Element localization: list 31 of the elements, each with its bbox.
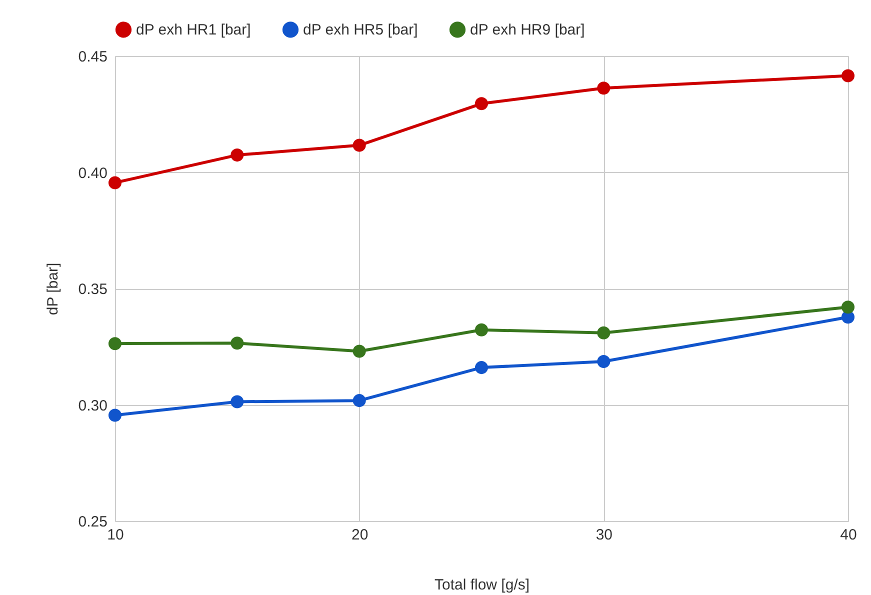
x-tick-label: 30 [596,526,613,544]
point [230,148,244,162]
x-tick-label: 40 [840,526,857,544]
x-axis-title: Total flow [g/s] [434,576,530,594]
point [352,138,366,152]
legend-label: dP exh HR1 [bar] [136,22,251,39]
point [108,408,122,422]
legend-label: dP exh HR5 [bar] [303,22,418,39]
y-tick-label: 0.35 [78,281,108,298]
point [474,97,488,110]
point [352,394,366,408]
legend-label: dP exh HR9 [bar] [470,22,585,39]
point [108,337,122,350]
y-tick-label: 0.45 [78,48,108,66]
x-tick-label: 20 [351,526,368,544]
point [597,355,610,368]
point [841,300,855,314]
x-tick-label: 10 [107,526,124,544]
point [474,323,488,336]
point [352,344,366,358]
y-tick-label: 0.40 [78,164,108,182]
point [230,336,244,350]
point [108,176,122,190]
y-tick-label: 0.25 [78,514,108,530]
point [230,395,244,408]
point [474,361,488,374]
point [597,326,610,340]
y-axis-title: dP [bar] [44,262,62,316]
point [841,69,855,82]
y-tick-label: 0.30 [78,397,108,414]
point [597,82,610,95]
